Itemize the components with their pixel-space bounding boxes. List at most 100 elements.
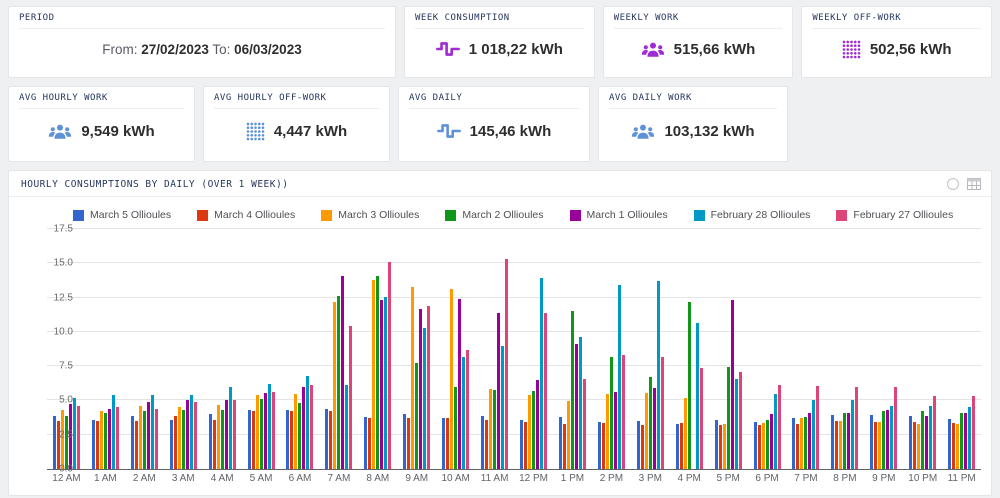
bar[interactable] xyxy=(583,379,586,470)
bar[interactable] xyxy=(843,413,846,469)
bar[interactable] xyxy=(341,276,344,469)
bar[interactable] xyxy=(302,387,305,469)
bar[interactable] xyxy=(956,424,959,469)
bar[interactable] xyxy=(715,420,718,469)
bar[interactable] xyxy=(411,287,414,469)
bar[interactable] xyxy=(294,394,297,469)
bar[interactable] xyxy=(972,396,975,469)
bar[interactable] xyxy=(886,410,889,469)
bar[interactable] xyxy=(104,413,107,469)
bar[interactable] xyxy=(614,392,617,469)
bar[interactable] xyxy=(407,418,410,469)
bar[interactable] xyxy=(855,387,858,469)
bar[interactable] xyxy=(645,393,648,469)
bar[interactable] xyxy=(333,302,336,469)
bar[interactable] xyxy=(143,411,146,469)
bar[interactable] xyxy=(458,299,461,469)
bar[interactable] xyxy=(618,285,621,469)
bar[interactable] xyxy=(286,410,289,469)
bar[interactable] xyxy=(723,424,726,469)
bar[interactable] xyxy=(155,409,158,469)
bar[interactable] xyxy=(754,422,757,469)
bar[interactable] xyxy=(380,300,383,469)
bar[interactable] xyxy=(831,415,834,469)
bar[interactable] xyxy=(719,425,722,469)
bar[interactable] xyxy=(368,418,371,469)
bar[interactable] xyxy=(657,281,660,469)
bar[interactable] xyxy=(135,421,138,469)
bar[interactable] xyxy=(108,409,111,469)
bar[interactable] xyxy=(909,416,912,469)
bar[interactable] xyxy=(116,407,119,469)
legend-item[interactable]: March 2 Ollioules xyxy=(445,209,543,221)
bar[interactable] xyxy=(559,417,562,469)
bar[interactable] xyxy=(758,425,761,469)
bar[interactable] xyxy=(364,417,367,469)
bar[interactable] xyxy=(739,372,742,469)
bar[interactable] xyxy=(77,406,80,469)
bar[interactable] xyxy=(894,387,897,469)
legend-item[interactable]: March 5 Ollioules xyxy=(73,209,171,221)
bar[interactable] xyxy=(882,411,885,469)
bar[interactable] xyxy=(800,418,803,469)
bar[interactable] xyxy=(952,423,955,469)
bar[interactable] xyxy=(57,421,60,469)
bar[interactable] xyxy=(598,422,601,469)
bar[interactable] xyxy=(847,413,850,469)
bar[interactable] xyxy=(766,420,769,469)
bar[interactable] xyxy=(372,280,375,469)
legend-item[interactable]: March 4 Ollioules xyxy=(197,209,295,221)
bar[interactable] xyxy=(890,406,893,469)
bar[interactable] xyxy=(174,416,177,469)
bar[interactable] xyxy=(778,385,781,469)
bar[interactable] xyxy=(213,420,216,469)
bar[interactable] xyxy=(423,328,426,469)
bar[interactable] xyxy=(139,406,142,469)
bar[interactable] xyxy=(536,380,539,469)
bar[interactable] xyxy=(186,400,189,469)
bar[interactable] xyxy=(796,424,799,469)
bar[interactable] xyxy=(182,410,185,469)
bar[interactable] xyxy=(264,393,267,469)
bar[interactable] xyxy=(325,409,328,469)
legend-item[interactable]: February 27 Ollioules xyxy=(836,209,953,221)
bar[interactable] xyxy=(762,423,765,469)
bar[interactable] xyxy=(839,421,842,469)
bar[interactable] xyxy=(653,388,656,469)
bar[interactable] xyxy=(466,350,469,469)
bar[interactable] xyxy=(151,395,154,469)
bar[interactable] xyxy=(968,407,971,469)
circle-icon[interactable] xyxy=(947,178,959,190)
bar[interactable] xyxy=(913,422,916,469)
bar[interactable] xyxy=(610,357,613,469)
bar[interactable] xyxy=(415,363,418,469)
bar[interactable] xyxy=(217,405,220,469)
bar[interactable] xyxy=(870,415,873,469)
bar[interactable] xyxy=(575,344,578,469)
bar[interactable] xyxy=(528,395,531,469)
bar[interactable] xyxy=(100,411,103,469)
bar[interactable] xyxy=(73,398,76,469)
bar[interactable] xyxy=(376,276,379,469)
bar[interactable] xyxy=(446,418,449,469)
bar[interactable] xyxy=(306,376,309,469)
bar[interactable] xyxy=(96,421,99,469)
bar[interactable] xyxy=(727,367,730,469)
bar[interactable] xyxy=(450,289,453,469)
bar[interactable] xyxy=(661,357,664,469)
bar[interactable] xyxy=(485,420,488,469)
bar[interactable] xyxy=(178,407,181,469)
bar[interactable] xyxy=(501,346,504,469)
bar[interactable] xyxy=(268,384,271,469)
bar[interactable] xyxy=(131,416,134,469)
table-view-icon[interactable] xyxy=(967,178,981,190)
bar[interactable] xyxy=(874,422,877,469)
bar[interactable] xyxy=(684,398,687,469)
bar[interactable] xyxy=(489,389,492,469)
bar[interactable] xyxy=(544,313,547,469)
bar[interactable] xyxy=(419,309,422,469)
bar[interactable] xyxy=(929,406,932,469)
bar[interactable] xyxy=(53,416,56,469)
bar[interactable] xyxy=(579,337,582,469)
bar[interactable] xyxy=(194,402,197,469)
